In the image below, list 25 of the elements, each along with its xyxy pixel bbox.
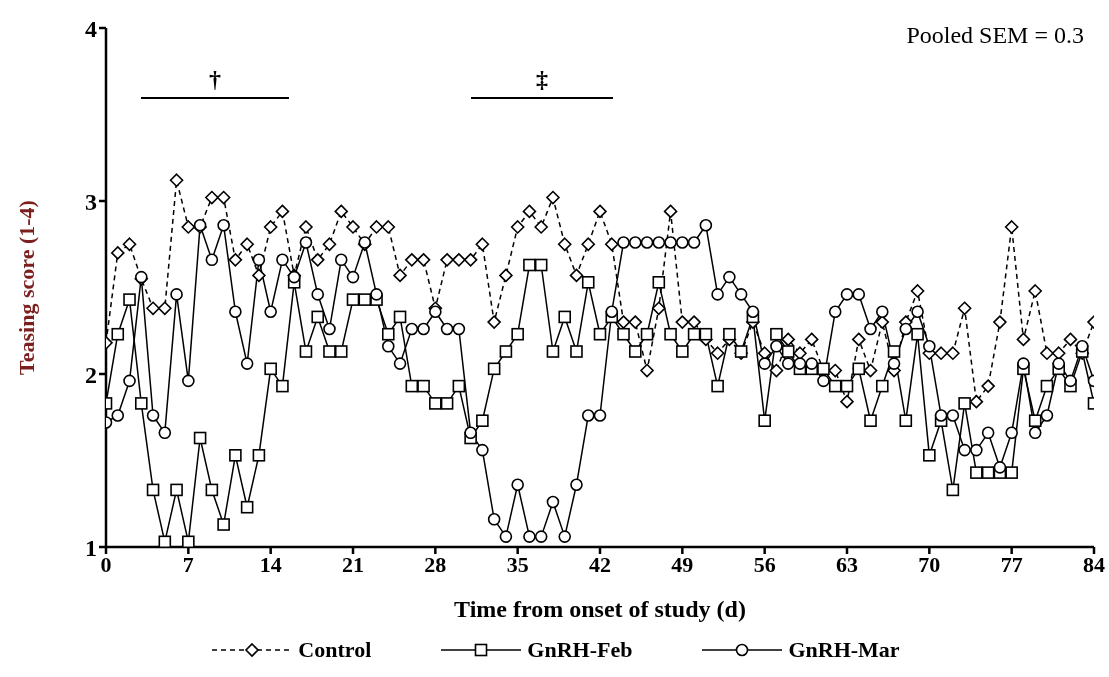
- x-tick-label: 21: [342, 551, 364, 577]
- x-tick-label: 49: [671, 551, 694, 577]
- x-tick-label: 77: [1000, 551, 1023, 577]
- x-tick-label: 7: [182, 551, 194, 577]
- x-tick-label: 42: [589, 551, 611, 577]
- legend-label: Control: [298, 637, 372, 663]
- x-tick-label: 0: [100, 551, 112, 577]
- x-tick-label: 35: [506, 551, 529, 577]
- x-tick-label: 84: [1083, 551, 1105, 577]
- annotation: †: [209, 66, 221, 92]
- x-tick-label: 56: [753, 551, 776, 577]
- annotation: ‡: [536, 66, 548, 92]
- x-tick-label: 63: [836, 551, 858, 577]
- y-tick-label: 1: [85, 534, 97, 561]
- x-tick-label: 70: [918, 551, 941, 577]
- y-tick-label: 3: [85, 188, 97, 215]
- legend-label: GnRH-Mar: [788, 637, 900, 663]
- y-axis-title: Teasing score (1-4): [13, 200, 39, 375]
- x-axis-title: Time from onset of study (d): [454, 596, 746, 622]
- annotation: Pooled SEM = 0.3: [906, 22, 1084, 49]
- x-tick-label: 28: [424, 551, 447, 577]
- y-tick-label: 4: [85, 15, 97, 42]
- y-tick-label: 2: [85, 361, 97, 388]
- x-tick-label: 14: [259, 551, 282, 577]
- legend-label: GnRH-Feb: [527, 637, 633, 663]
